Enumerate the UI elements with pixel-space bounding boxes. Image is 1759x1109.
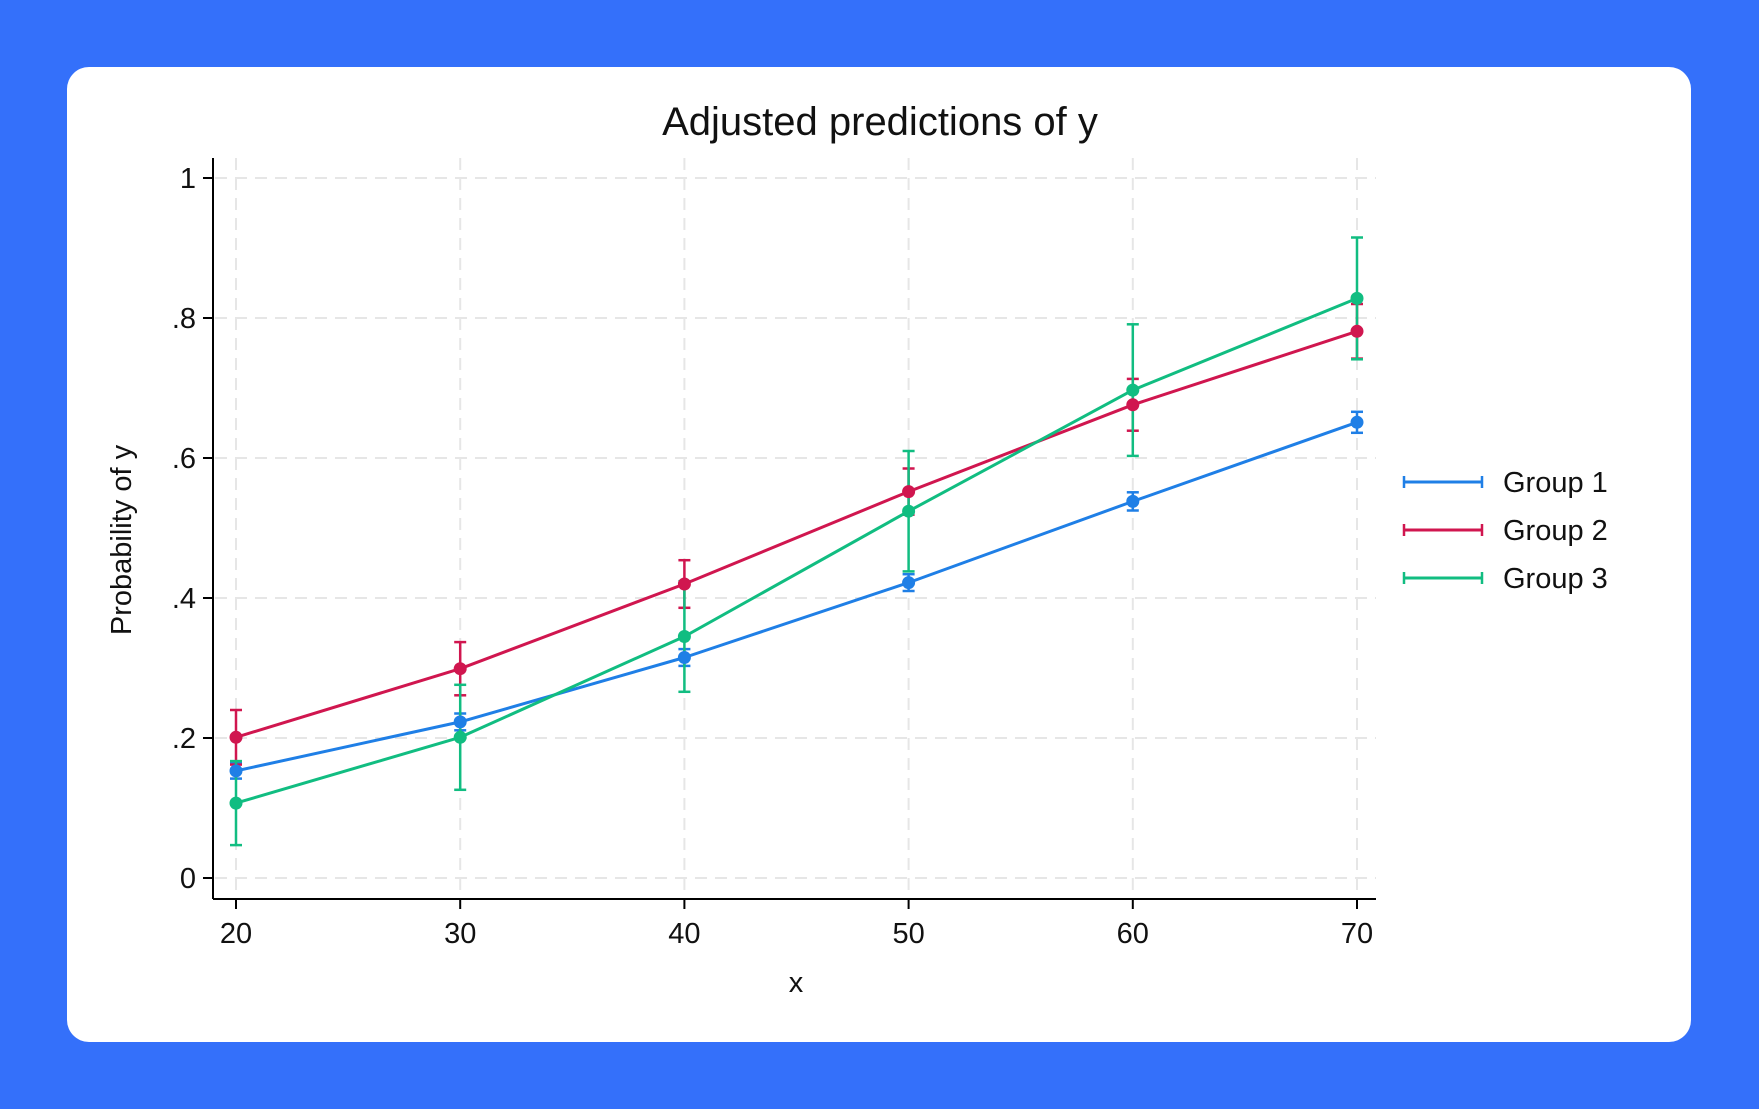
x-tick-label: 70: [1341, 918, 1373, 950]
x-tick-label: 30: [444, 918, 476, 950]
data-point: [677, 630, 691, 643]
grid: [215, 158, 1376, 897]
data-point: [453, 730, 467, 744]
y-tick-label: .4: [172, 583, 196, 615]
legend-label: Group 3: [1503, 563, 1608, 595]
x-tick-label: 20: [220, 918, 252, 950]
legend-label: Group 1: [1503, 467, 1608, 499]
y-tick-label: .2: [172, 723, 196, 755]
data-point: [1350, 324, 1364, 338]
data-point: [229, 730, 243, 744]
y-tick-label: .6: [172, 443, 196, 475]
legend-item-1: Group 1: [1402, 467, 1608, 499]
series-line: [235, 420, 1358, 773]
data-point: [677, 651, 691, 664]
y-tick-label: 0: [180, 863, 196, 895]
data-point: [1350, 415, 1364, 429]
data-point: [677, 577, 691, 591]
series-line-group-3: [229, 291, 1364, 810]
data-point: [453, 715, 467, 729]
series-group-2: [230, 302, 1363, 766]
chart-card: [67, 67, 1691, 1042]
x-axis-title: x: [789, 967, 804, 999]
series-line-group-2: [229, 324, 1364, 744]
y-axis-title: Probability of y: [106, 444, 138, 635]
data-point: [902, 485, 916, 499]
legend-label: Group 2: [1503, 515, 1608, 547]
data-point: [1126, 383, 1140, 397]
series: [229, 236, 1364, 847]
data-point: [453, 662, 467, 676]
series-line: [235, 297, 1358, 805]
series-group-1: [230, 410, 1363, 780]
legend-item-3: Group 3: [1402, 563, 1608, 595]
y-tick-label: .8: [172, 303, 196, 335]
y-tick-label: 1: [180, 163, 196, 195]
data-point: [1126, 494, 1140, 508]
data-point: [1350, 291, 1364, 305]
legend-item-2: Group 2: [1402, 515, 1608, 547]
data-point: [229, 764, 243, 778]
x-tick-label: 40: [668, 918, 700, 950]
series-line: [235, 329, 1358, 739]
data-point: [1126, 398, 1140, 412]
data-point: [229, 796, 243, 810]
legend: Group 1 Group 2 Group 3: [1402, 467, 1608, 595]
series-line-group-1: [229, 415, 1364, 778]
axes: 0 .2 .4 .6 .8 1 20 30 40 50 60 70: [172, 158, 1376, 950]
data-point: [902, 504, 916, 518]
x-tick-label: 60: [1117, 918, 1149, 950]
chart-title: Adjusted predictions of y: [662, 100, 1098, 144]
x-tick-label: 50: [892, 918, 924, 950]
data-point: [902, 576, 916, 590]
